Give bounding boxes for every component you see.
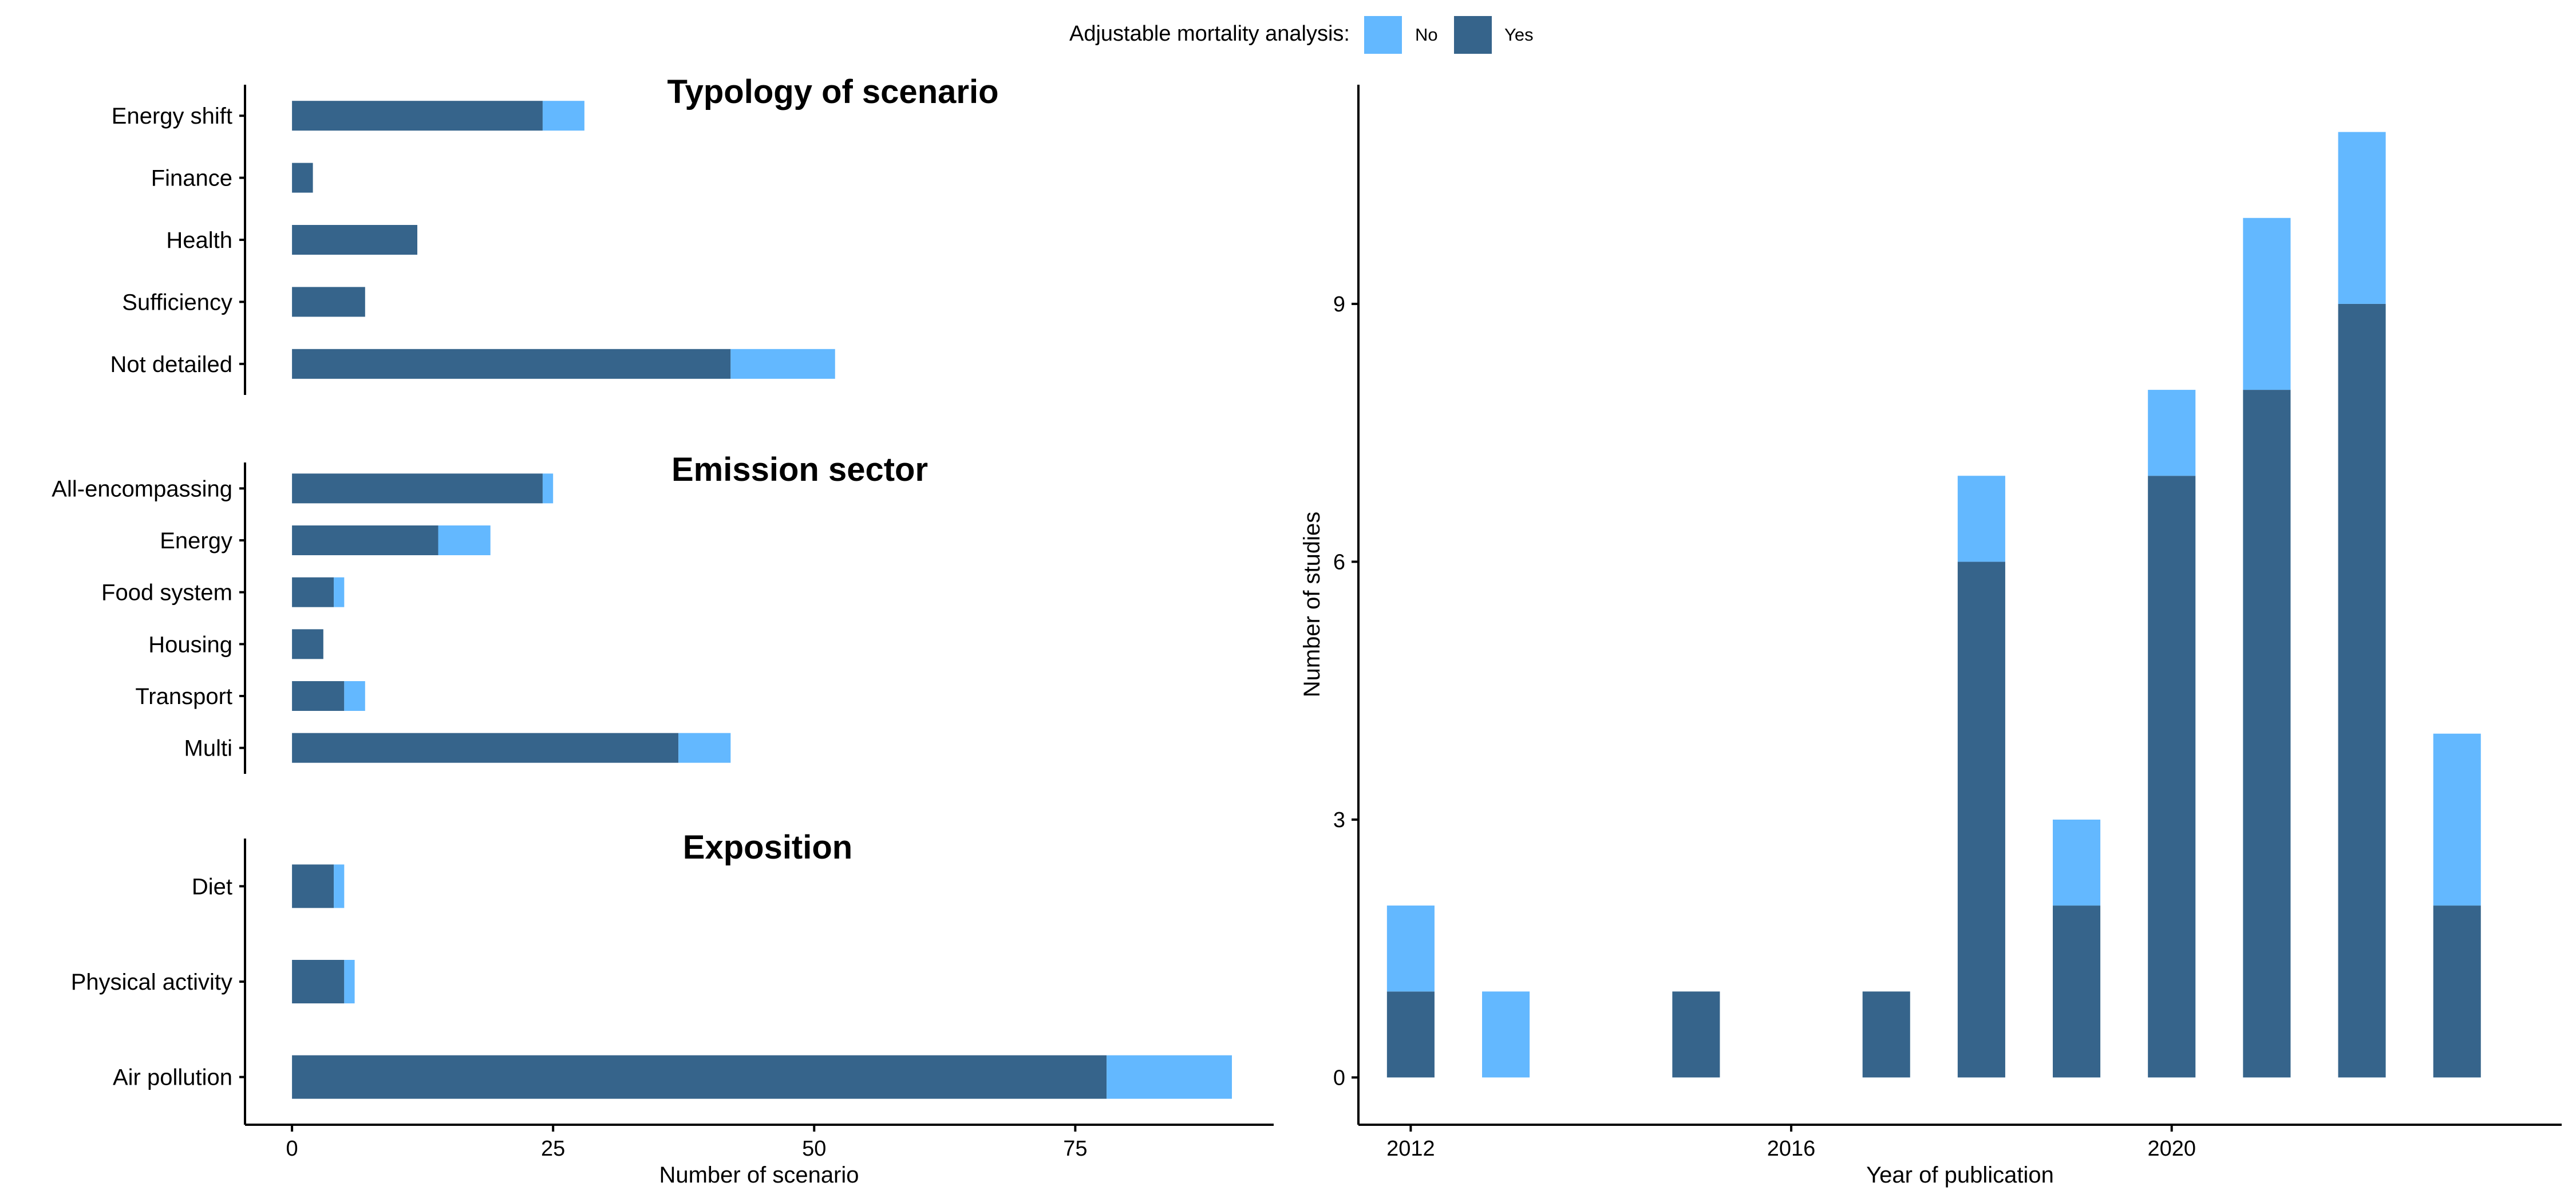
bar-yes-not-detailed	[292, 349, 731, 379]
bar-yes-diet	[292, 864, 334, 908]
bar-yes-2012	[1386, 991, 1435, 1078]
bar-no-2023	[2433, 733, 2481, 906]
bar-yes-food-system	[292, 577, 334, 607]
category-label-not-detailed: Not detailed	[110, 352, 232, 377]
emission-panel: Emission sector All-encompassing Energy Fo…	[52, 451, 928, 774]
legend: Adjustable mortality analysis: No Yes	[1069, 16, 1534, 54]
bar-yes-2023	[2433, 906, 2481, 1078]
bar-no-not-detailed	[730, 349, 835, 379]
category-label-multi: Multi	[184, 736, 232, 761]
year-x-ticks: 2012 2016 2020	[1386, 1125, 2196, 1161]
exposition-title: Exposition	[683, 829, 852, 866]
bar-no-air-pollution	[1107, 1055, 1232, 1099]
x-tick-label-0: 0	[286, 1137, 298, 1161]
legend-label-no: No	[1415, 25, 1438, 45]
bar-no-all-encompassing	[542, 473, 554, 504]
year-x-axis-label: Year of publication	[1866, 1163, 2054, 1188]
studies-tick-label-6: 6	[1333, 550, 1345, 574]
bar-yes-2021	[2243, 390, 2291, 1078]
bar-yes-housing	[292, 629, 323, 659]
bar-yes-2015	[1672, 991, 1720, 1078]
bar-no-energy	[438, 525, 491, 555]
bar-yes-air-pollution	[292, 1055, 1107, 1099]
category-label-diet: Diet	[192, 874, 232, 899]
bar-yes-multi	[292, 733, 679, 763]
bar-yes-sufficiency	[292, 287, 365, 317]
bar-yes-health	[292, 225, 418, 255]
x-tick-label-75: 75	[1063, 1137, 1087, 1161]
bar-no-physical-activity	[344, 960, 355, 1003]
category-label-physical-activity: Physical activity	[71, 970, 232, 995]
typology-bars: Energy shift Finance Health Sufficiency Not …	[110, 101, 835, 379]
bar-yes-2017	[1862, 991, 1910, 1078]
category-label-all-encompassing: All-encompassing	[52, 476, 232, 501]
category-label-transport: Transport	[135, 684, 232, 709]
bar-no-food-system	[334, 577, 345, 607]
studies-y-axis-label: Number of studies	[1299, 512, 1325, 698]
bar-yes-finance	[292, 163, 313, 193]
studies-tick-label-3: 3	[1333, 808, 1345, 832]
studies-tick-label-0: 0	[1333, 1066, 1345, 1090]
bar-no-2012	[1386, 906, 1435, 992]
category-label-housing: Housing	[148, 632, 232, 657]
typology-title: Typology of scenario	[667, 73, 998, 110]
year-bars	[1386, 132, 2481, 1078]
bar-no-2021	[2243, 218, 2291, 390]
bar-yes-2022	[2338, 303, 2386, 1078]
year-panel: 2012 2016 2020 0 3 6 9 Year of publication Nu…	[1299, 85, 2562, 1188]
emission-bars: All-encompassing Energy Food system Housing…	[52, 473, 731, 763]
bar-no-2018	[1957, 476, 2005, 562]
scenario-x-axis-label: Number of scenario	[659, 1163, 859, 1188]
bar-no-energy-shift	[542, 101, 584, 131]
bar-yes-energy-shift	[292, 101, 543, 131]
emission-title: Emission sector	[671, 451, 928, 488]
bar-yes-physical-activity	[292, 960, 345, 1003]
category-label-air-pollution: Air pollution	[113, 1065, 232, 1090]
bar-no-transport	[344, 681, 365, 711]
category-label-energy: Energy	[160, 528, 232, 553]
scenario-x-ticks: 0 25 50 75	[286, 1125, 1088, 1161]
x-tick-label-25: 25	[541, 1137, 565, 1161]
x-tick-label-50: 50	[802, 1137, 826, 1161]
bar-yes-all-encompassing	[292, 473, 543, 504]
bar-no-2019	[2053, 819, 2101, 906]
studies-tick-label-9: 9	[1333, 292, 1345, 317]
legend-swatch-yes	[1454, 16, 1492, 54]
bar-no-multi	[678, 733, 731, 763]
legend-title: Adjustable mortality analysis:	[1069, 22, 1350, 46]
bar-yes-2018	[1957, 562, 2005, 1078]
year-tick-label-2012: 2012	[1386, 1137, 1435, 1161]
legend-swatch-no	[1364, 16, 1402, 54]
bar-yes-2020	[2148, 476, 2196, 1078]
category-label-health: Health	[166, 228, 232, 253]
category-label-finance: Finance	[151, 166, 232, 191]
bar-no-diet	[334, 864, 345, 908]
year-tick-label-2020: 2020	[2147, 1137, 2196, 1161]
bar-no-2020	[2148, 390, 2196, 476]
bar-yes-transport	[292, 681, 345, 711]
bar-yes-2019	[2053, 906, 2101, 1078]
studies-y-ticks: 0 3 6 9	[1333, 292, 1358, 1090]
typology-panel: Typology of scenario Energy shift Finance…	[110, 73, 999, 395]
bar-no-2022	[2338, 132, 2386, 304]
exposition-bars: Diet Physical activity Air pollution	[71, 864, 1232, 1099]
category-label-sufficiency: Sufficiency	[122, 290, 232, 315]
bar-no-2013	[1482, 991, 1530, 1078]
bar-yes-energy	[292, 525, 438, 555]
year-tick-label-2016: 2016	[1767, 1137, 1816, 1161]
legend-label-yes: Yes	[1504, 25, 1534, 45]
exposition-panel: Exposition Diet Physical activity Air poll…	[71, 829, 1274, 1188]
category-label-food-system: Food system	[101, 580, 232, 606]
category-label-energy-shift: Energy shift	[112, 104, 232, 129]
